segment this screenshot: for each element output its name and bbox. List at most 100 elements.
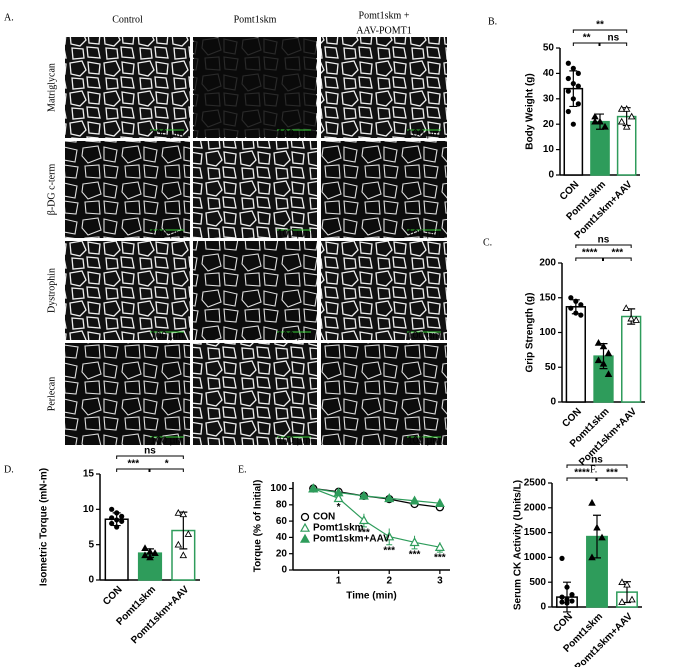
y-tick-label: 60 [276, 516, 288, 527]
y-tick-label: 40 [276, 532, 288, 543]
x-tick-label: 2 [386, 576, 392, 587]
row-label: β-DG c-term [46, 164, 57, 216]
data-point [333, 487, 344, 497]
column-header: Pomt1skm + [359, 10, 410, 21]
y-tick-label: 0 [88, 575, 94, 586]
data-point [565, 60, 571, 66]
x-tick-label: CON [551, 611, 575, 635]
data-point [119, 518, 125, 524]
y-tick-label: 40 [543, 68, 555, 79]
data-point [333, 493, 344, 503]
y-tick-label: 2000 [524, 502, 547, 513]
data-point [594, 356, 603, 364]
significance-bracket [116, 468, 150, 472]
data-point [604, 349, 613, 357]
data-point [109, 520, 115, 527]
x-axis-label: Time (min) [346, 591, 396, 602]
y-tick-label: 80 [276, 499, 288, 510]
significance-bracket [116, 455, 184, 459]
data-point [146, 553, 154, 561]
data-point [565, 108, 571, 115]
data-point [564, 584, 570, 590]
y-tick-label: 20 [276, 548, 288, 559]
panel-letter: E. [238, 464, 247, 475]
data-point [604, 370, 613, 378]
micrograph [321, 141, 447, 238]
data-point [384, 531, 395, 541]
data-point [114, 524, 120, 530]
data-point [569, 598, 575, 604]
panel-letter: C. [483, 237, 492, 248]
data-point [617, 117, 626, 125]
significance-bracket [575, 257, 603, 261]
scale-bar-label: 100 µm [150, 229, 184, 240]
micrograph [193, 241, 317, 340]
y-tick-label: 0 [550, 397, 556, 408]
significance-label: * [337, 502, 341, 513]
data-point [575, 83, 581, 89]
data-point [299, 522, 311, 532]
data-point [570, 121, 576, 127]
y-axis-label: Grip Strength (g) [525, 293, 536, 373]
significance-label: *** [434, 553, 446, 564]
data-point [632, 316, 640, 323]
significance-label: ** [583, 33, 591, 44]
data-point [559, 599, 565, 605]
y-axis-label: Torque (% of Initial) [253, 480, 264, 573]
significance-label: ns [144, 446, 156, 457]
data-point [300, 512, 310, 522]
legend-label: Pomt1skm+AAV [313, 534, 390, 545]
panel-letter: D. [4, 464, 14, 475]
significance-bracket [596, 477, 628, 481]
micrograph [321, 241, 447, 340]
y-tick-label: 500 [529, 577, 546, 588]
data-point [575, 101, 581, 107]
data-point [596, 117, 604, 125]
y-tick-label: 0 [281, 565, 287, 576]
data-point [358, 490, 369, 500]
panel-letter: A. [4, 12, 14, 23]
significance-bracket [572, 29, 628, 33]
data-point [119, 513, 125, 520]
data-point [184, 530, 193, 537]
significance-label: *** [606, 468, 618, 479]
data-point [109, 506, 115, 512]
legend-label: CON [313, 512, 335, 523]
row-label: Matriglycan [46, 63, 57, 112]
y-tick-label: 100 [270, 483, 287, 494]
scale-bar-label: 100 µm [407, 436, 441, 447]
data-point [622, 304, 630, 312]
data-point [179, 551, 188, 559]
data-point [617, 105, 626, 112]
data-point [568, 305, 574, 311]
scale-bar-label: 100 µm [407, 331, 441, 342]
series-line [313, 487, 440, 548]
data-point [618, 598, 626, 605]
x-tick-label: CON [558, 179, 582, 203]
micrograph [65, 141, 190, 238]
data-point [434, 541, 445, 551]
y-tick-label: 100 [539, 327, 556, 338]
legend-label: Pomt1skm [313, 523, 364, 534]
data-point [559, 555, 565, 561]
data-point [409, 495, 420, 505]
panel-letter: B. [488, 16, 497, 27]
x-tick-label: 3 [437, 576, 443, 587]
y-tick-label: 15 [83, 469, 95, 480]
data-point [588, 498, 596, 506]
significance-label: *** [383, 545, 395, 556]
significance-bracket [149, 468, 184, 472]
bar [621, 315, 642, 403]
data-point [594, 338, 603, 346]
x-tick-label: CON [101, 584, 125, 608]
column-header: AAV-POMT1 [356, 25, 412, 36]
y-tick-label: 1500 [524, 527, 547, 538]
significance-label: **** [582, 248, 598, 259]
y-tick-label: 30 [543, 93, 555, 104]
significance-label: *** [409, 549, 421, 560]
significance-bracket [599, 42, 628, 46]
micrograph [193, 343, 317, 445]
data-point [570, 96, 576, 102]
data-point [569, 592, 575, 598]
micrograph-dark [194, 38, 316, 137]
